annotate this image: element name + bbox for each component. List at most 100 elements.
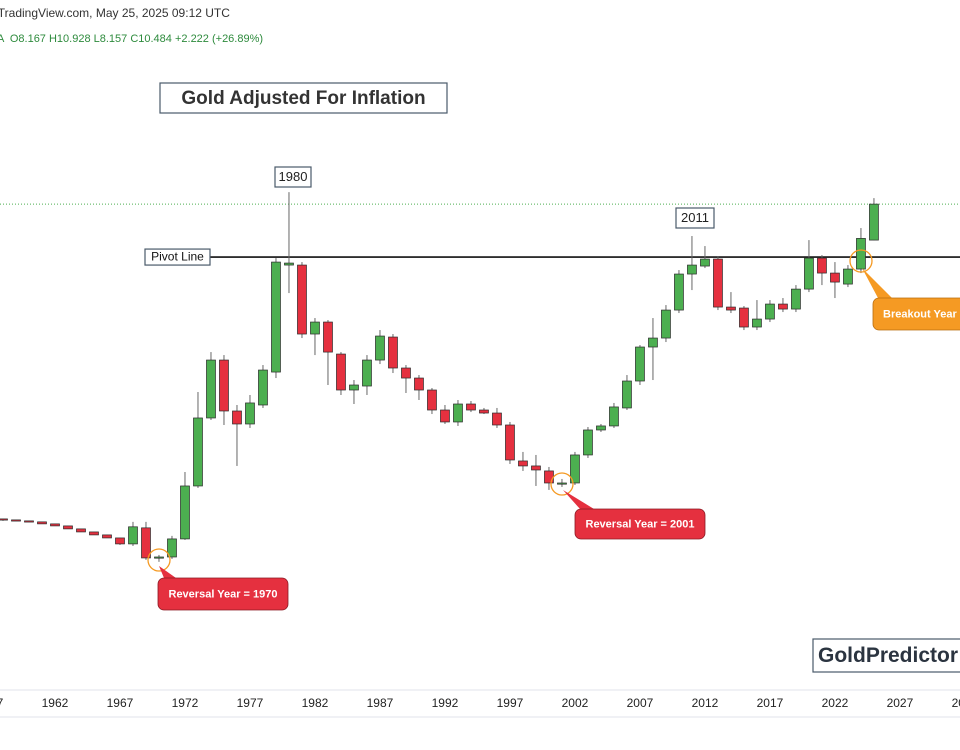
x-tick-label: 2032 xyxy=(952,696,960,710)
x-tick-label: 1957 xyxy=(0,696,4,710)
candle-body xyxy=(752,318,762,328)
peak-label-box xyxy=(675,207,715,229)
x-tick-label: 1982 xyxy=(302,696,329,710)
callout-text: Breakout Year = 2024 xyxy=(883,308,960,320)
candle-body xyxy=(258,369,268,406)
candle-body xyxy=(570,454,580,484)
chart-title: Gold Adjusted For Inflation xyxy=(181,88,425,109)
candle-body xyxy=(50,523,60,527)
source-text: n TradingView.com, May 25, 2025 09:12 UT… xyxy=(0,6,230,20)
candle-body xyxy=(388,336,398,369)
candle-body xyxy=(596,425,606,431)
candle-body xyxy=(414,377,424,391)
candle-body xyxy=(531,465,541,471)
candle-body xyxy=(271,261,281,373)
x-tick-label: 2017 xyxy=(757,696,784,710)
callout-box xyxy=(872,297,960,331)
candle-body xyxy=(700,258,710,267)
candle-body xyxy=(167,538,177,558)
highlight-circle xyxy=(147,548,171,572)
candle-body xyxy=(635,346,645,382)
pivot-label: Pivot Line xyxy=(151,250,204,264)
watermark-box xyxy=(812,638,960,673)
candle-body xyxy=(206,359,216,419)
candle-body xyxy=(843,268,853,285)
candle-body xyxy=(154,556,164,559)
title-box xyxy=(159,82,448,114)
candle-body xyxy=(219,359,229,412)
ohlc-legend: A O8.167 H10.928 L8.157 C10.484 +2.222 (… xyxy=(0,33,263,45)
highlight-circle xyxy=(550,472,574,496)
candle-body xyxy=(0,518,8,521)
candle-body xyxy=(817,257,827,274)
candle-body xyxy=(349,384,359,391)
candle-body xyxy=(362,359,372,387)
peak-label-box xyxy=(274,166,312,188)
x-tick-label: 2012 xyxy=(692,696,719,710)
candle-body xyxy=(336,353,346,391)
candle-body xyxy=(505,424,515,461)
candle-body xyxy=(24,520,34,523)
candle-body xyxy=(778,303,788,310)
x-tick-label: 2002 xyxy=(562,696,589,710)
candle-body xyxy=(739,307,749,328)
candle-body xyxy=(674,273,684,311)
candle-body xyxy=(726,306,736,311)
callout-pointer xyxy=(563,490,594,509)
candle-body xyxy=(492,412,502,426)
x-tick-label: 1987 xyxy=(367,696,394,710)
candle-body xyxy=(180,485,190,540)
candle-body xyxy=(856,238,866,270)
candle-body xyxy=(37,521,47,525)
candle-body xyxy=(323,321,333,353)
candle-body xyxy=(466,403,476,411)
candle-body xyxy=(791,288,801,310)
highlight-circle xyxy=(849,249,873,273)
x-tick-label: 1997 xyxy=(497,696,524,710)
candle-body xyxy=(713,258,723,308)
x-tick-label: 2022 xyxy=(822,696,849,710)
candle-body xyxy=(518,460,528,467)
candle-body xyxy=(76,528,86,533)
callout-pointer xyxy=(159,566,176,578)
candle-body xyxy=(453,403,463,423)
candle-body xyxy=(115,537,125,545)
callout-box xyxy=(157,577,289,611)
candle-body xyxy=(232,410,242,425)
candle-body xyxy=(128,526,138,545)
candle-body xyxy=(297,264,307,335)
candle-body xyxy=(804,257,814,290)
candle-body xyxy=(427,389,437,411)
candle-body xyxy=(89,531,99,536)
candle-body xyxy=(622,380,632,409)
callout-text: Reversal Year = 1970 xyxy=(169,588,278,600)
x-tick-label: 1992 xyxy=(432,696,459,710)
watermark: GoldPredictor xyxy=(818,644,958,667)
callout-box xyxy=(574,508,706,540)
candle-body xyxy=(193,417,203,487)
candle-body xyxy=(609,406,619,427)
candle-body xyxy=(648,337,658,348)
candle-body xyxy=(102,534,112,539)
candle-body xyxy=(375,335,385,361)
candle-body xyxy=(63,525,73,530)
candle-body xyxy=(869,203,879,241)
x-tick-label: 1962 xyxy=(42,696,69,710)
candle-body xyxy=(583,429,593,456)
x-tick-label: 1972 xyxy=(172,696,199,710)
candle-body xyxy=(544,470,554,484)
candle-body xyxy=(479,409,489,414)
callout-text: Reversal Year = 2001 xyxy=(586,518,695,530)
candle-body xyxy=(557,482,567,485)
candle-body xyxy=(661,309,671,339)
x-tick-label: 1977 xyxy=(237,696,264,710)
pivot-label-box xyxy=(144,248,211,266)
candle-body xyxy=(830,272,840,283)
candle-body xyxy=(765,303,775,320)
candle-body xyxy=(141,527,151,559)
candle-body xyxy=(687,264,697,275)
peak-label: 2011 xyxy=(681,210,709,225)
candle-body xyxy=(245,402,255,425)
